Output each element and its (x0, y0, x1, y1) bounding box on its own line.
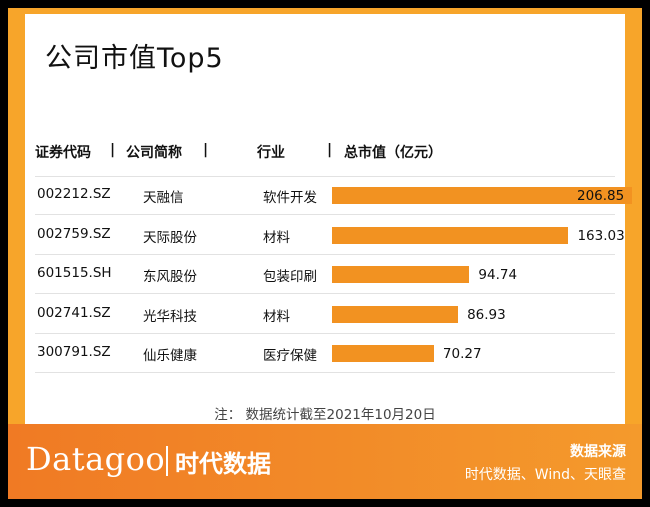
security-code: 002741.SZ (37, 304, 111, 321)
bar-002759.SZ (332, 226, 569, 244)
bar-002212.SZ (332, 187, 632, 204)
company-name: 仙乐健康 (143, 348, 197, 364)
security-code: 601515.SH (37, 265, 112, 281)
market-cap-value: 206.85 (577, 188, 625, 204)
header-separator: | (327, 142, 333, 158)
market-cap-value: 70.27 (442, 346, 482, 362)
data-note: 注： 数据统计截至2021年10月20日 (214, 407, 436, 423)
brand-divider (166, 446, 168, 476)
industry: 材料 (263, 308, 290, 325)
industry: 包装印刷 (263, 269, 317, 285)
security-code: 002212.SZ (37, 186, 111, 202)
header-separator: | (110, 142, 116, 158)
row-divider (35, 176, 615, 177)
row-divider (35, 332, 615, 334)
row-divider (35, 214, 615, 215)
bar-300791.SZ (332, 345, 434, 362)
header-code: 证券代码 (35, 145, 91, 161)
row-divider (35, 253, 615, 255)
security-code: 300791.SZ (37, 344, 111, 360)
header-industry: 行业 (257, 145, 285, 161)
footer-band: Datagoo 时代数据 数据来源 时代数据、Wind、天眼查 (8, 424, 642, 499)
market-cap-value: 86.93 (467, 306, 506, 323)
industry: 软件开发 (263, 190, 317, 206)
bar-601515.SH (332, 266, 470, 283)
header-separator: | (203, 142, 209, 158)
market-cap-value: 94.74 (478, 267, 518, 283)
source-text: 时代数据、Wind、天眼查 (464, 467, 626, 483)
industry: 医疗保健 (263, 348, 317, 364)
chart-frame: 公司市值Top5 证券代码 | 公司简称 | 行业 | 总市值（亿元） 0022… (8, 8, 642, 499)
chart-title: 公司市值Top5 (45, 43, 224, 74)
brand-name-cn: 时代数据 (175, 450, 271, 478)
source-title: 数据来源 (570, 444, 626, 460)
company-name: 东风股份 (143, 269, 197, 285)
bar-002741.SZ (332, 305, 459, 323)
chart-card: 公司市值Top5 证券代码 | 公司简称 | 行业 | 总市值（亿元） 0022… (25, 14, 632, 424)
header-market-cap: 总市值（亿元） (344, 145, 442, 161)
industry: 材料 (263, 229, 290, 246)
company-name: 天融信 (143, 190, 184, 206)
brand-logo: Datagoo (26, 440, 166, 478)
header-name: 公司简称 (126, 145, 182, 161)
market-cap-value: 163.03 (577, 227, 625, 244)
company-name: 光华科技 (143, 308, 197, 325)
row-divider (35, 372, 615, 373)
row-divider (35, 293, 615, 294)
security-code: 002759.SZ (37, 225, 111, 242)
company-name: 天际股份 (143, 229, 197, 246)
